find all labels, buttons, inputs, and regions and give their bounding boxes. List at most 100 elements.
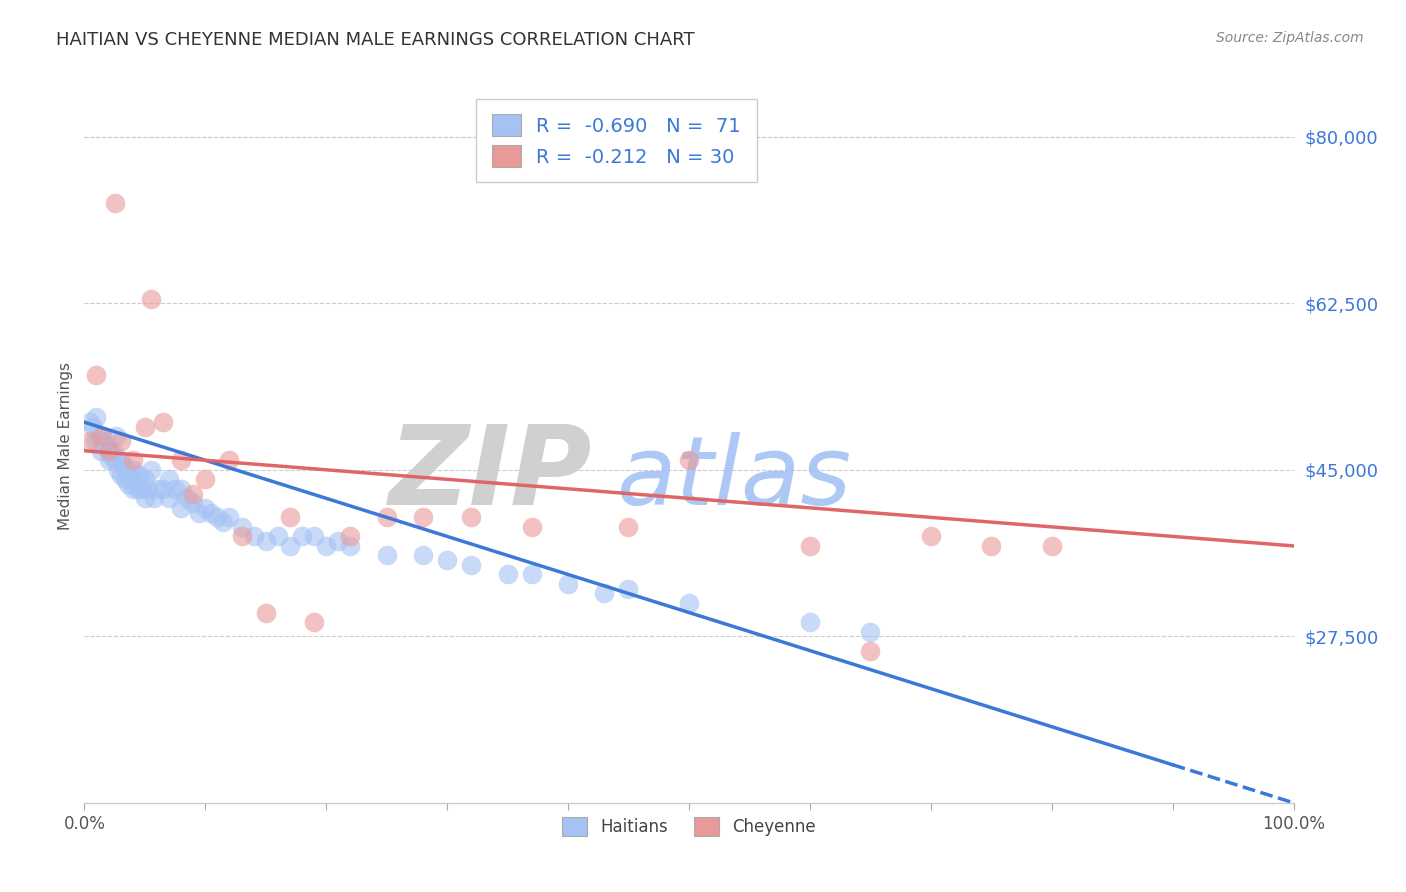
Point	[104, 453, 127, 467]
Point	[859, 624, 882, 639]
Point	[121, 482, 143, 496]
Point	[315, 539, 337, 553]
Point	[97, 453, 120, 467]
Point	[93, 439, 115, 453]
Point	[212, 515, 235, 529]
Point	[104, 196, 127, 211]
Point	[152, 415, 174, 429]
Point	[107, 463, 129, 477]
Point	[617, 582, 640, 596]
Point	[134, 472, 156, 486]
Point	[799, 539, 821, 553]
Point	[496, 567, 519, 582]
Point	[128, 467, 150, 482]
Point	[375, 510, 398, 524]
Point	[134, 491, 156, 506]
Point	[200, 506, 222, 520]
Point	[84, 434, 107, 449]
Point	[117, 477, 139, 491]
Point	[181, 496, 204, 510]
Point	[139, 292, 162, 306]
Point	[170, 482, 193, 496]
Point	[412, 549, 434, 563]
Point	[302, 529, 325, 543]
Point	[87, 429, 110, 443]
Point	[121, 453, 143, 467]
Point	[90, 443, 112, 458]
Point	[194, 472, 217, 486]
Point	[557, 577, 579, 591]
Point	[110, 434, 132, 449]
Point	[207, 510, 229, 524]
Point	[152, 482, 174, 496]
Point	[218, 510, 240, 524]
Point	[157, 491, 180, 506]
Point	[104, 429, 127, 443]
Point	[593, 586, 616, 600]
Point	[678, 596, 700, 610]
Point	[242, 529, 264, 543]
Point	[129, 482, 152, 496]
Point	[110, 453, 132, 467]
Point	[127, 482, 149, 496]
Point	[278, 510, 301, 524]
Point	[136, 482, 159, 496]
Point	[103, 443, 125, 458]
Text: ZIP: ZIP	[388, 421, 592, 528]
Point	[114, 472, 136, 486]
Text: HAITIAN VS CHEYENNE MEDIAN MALE EARNINGS CORRELATION CHART: HAITIAN VS CHEYENNE MEDIAN MALE EARNINGS…	[56, 31, 695, 49]
Point	[254, 534, 277, 549]
Point	[170, 500, 193, 515]
Point	[110, 467, 132, 482]
Point	[94, 434, 117, 449]
Point	[91, 434, 114, 449]
Point	[520, 567, 543, 582]
Point	[1040, 539, 1063, 553]
Point	[339, 529, 361, 543]
Point	[143, 491, 166, 506]
Point	[278, 539, 301, 553]
Point	[291, 529, 314, 543]
Point	[82, 420, 104, 434]
Point	[218, 453, 240, 467]
Point	[146, 482, 169, 496]
Point	[97, 443, 120, 458]
Point	[176, 491, 198, 506]
Point	[920, 529, 942, 543]
Point	[112, 458, 135, 472]
Point	[194, 500, 217, 515]
Point	[460, 510, 482, 524]
Point	[799, 615, 821, 629]
Point	[115, 463, 138, 477]
Point	[520, 520, 543, 534]
Point	[859, 643, 882, 657]
Point	[86, 368, 108, 382]
Point	[181, 486, 204, 500]
Point	[124, 472, 146, 486]
Text: atlas: atlas	[616, 432, 852, 524]
Point	[120, 472, 142, 486]
Point	[79, 434, 101, 449]
Point	[339, 539, 361, 553]
Point	[328, 534, 350, 549]
Point	[165, 482, 187, 496]
Point	[157, 472, 180, 486]
Point	[86, 410, 108, 425]
Point	[302, 615, 325, 629]
Point	[412, 510, 434, 524]
Point	[231, 520, 253, 534]
Point	[121, 463, 143, 477]
Point	[678, 453, 700, 467]
Point	[170, 453, 193, 467]
Point	[980, 539, 1002, 553]
Point	[97, 443, 120, 458]
Point	[460, 558, 482, 572]
Point	[254, 606, 277, 620]
Point	[375, 549, 398, 563]
Point	[79, 415, 101, 429]
Point	[91, 429, 114, 443]
Point	[139, 463, 162, 477]
Y-axis label: Median Male Earnings: Median Male Earnings	[58, 362, 73, 530]
Point	[231, 529, 253, 543]
Point	[100, 449, 122, 463]
